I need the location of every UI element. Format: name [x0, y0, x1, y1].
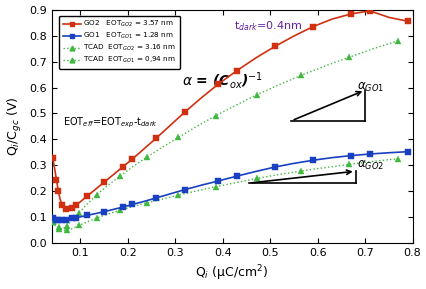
Text: $\alpha_{GO1}$: $\alpha_{GO1}$: [356, 81, 383, 95]
Legend: GO2   EOT$_{GO2}$ = 3.57 nm, GO1   EOT$_{GO1}$ = 1.28 nm, TCAD  EOT$_{GO2}$ = 3.: GO2 EOT$_{GO2}$ = 3.57 nm, GO1 EOT$_{GO1…: [59, 16, 180, 69]
Text: EOT$_{eff}$=EOT$_{exp}$-t$_{dark}$: EOT$_{eff}$=EOT$_{exp}$-t$_{dark}$: [62, 116, 157, 130]
Text: $\alpha_{GO2}$: $\alpha_{GO2}$: [356, 159, 383, 172]
Y-axis label: Q$_i$/C$_{gc}$ (V): Q$_i$/C$_{gc}$ (V): [6, 97, 23, 156]
Text: $\alpha$ = (C$_{ox}$)$^{-1}$: $\alpha$ = (C$_{ox}$)$^{-1}$: [181, 71, 262, 91]
X-axis label: Q$_i$ (μC/cm$^2$): Q$_i$ (μC/cm$^2$): [195, 264, 268, 284]
Text: t$_{dark}$=0.4nm: t$_{dark}$=0.4nm: [233, 19, 302, 33]
